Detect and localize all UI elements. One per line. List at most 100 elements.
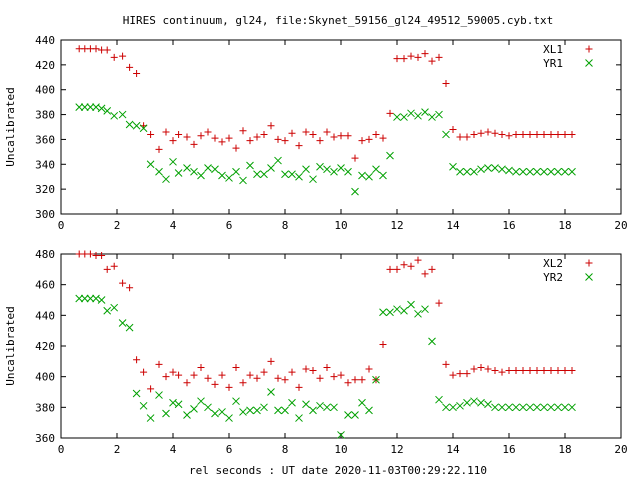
bottom-panel: 0 2 4 6 8 10 12 14 16 18 20 360 380 400 420 440 460 480 U…: [4, 248, 628, 456]
chart-title: HIRES continuum, gl24, file:Skynet_59156…: [123, 14, 553, 27]
yr2-point: [169, 398, 177, 407]
xl1-point: [169, 137, 177, 145]
xl2-point: [98, 252, 106, 260]
yr2-point: [330, 403, 338, 412]
yr2-point: [162, 409, 170, 418]
yr2-point: [428, 337, 436, 346]
x-tick-label: 10: [334, 443, 347, 456]
yr1-point: [365, 172, 373, 181]
xl2-point: [526, 367, 534, 375]
xl2-point: [540, 367, 548, 375]
xl1-point: [477, 129, 485, 137]
yr1-point: [344, 167, 352, 176]
yr2-point: [75, 294, 84, 303]
xl1-point: [491, 129, 499, 137]
xl1-point: [456, 133, 464, 141]
yr2-point: [132, 389, 141, 398]
xl2-point: [183, 379, 191, 387]
yr1-point: [316, 162, 324, 171]
xl2-point: [512, 367, 520, 375]
xl1-point: [428, 57, 436, 65]
x-tick-label: 16: [502, 219, 515, 232]
yr1-point: [309, 175, 317, 184]
yr1-point: [118, 110, 127, 119]
yr1-point: [463, 167, 471, 176]
xl1-point: [218, 138, 226, 146]
xl2-point: [561, 367, 569, 375]
yr1-point: [498, 165, 506, 174]
yr2-point: [421, 305, 429, 314]
xl1-point: [225, 134, 233, 142]
y-tick-label: 420: [35, 59, 55, 72]
y-tick-label: 380: [35, 109, 55, 122]
yr1-point: [568, 167, 576, 176]
yr1-point: [337, 164, 345, 172]
xl1-point: [126, 63, 134, 71]
yr2-point: [435, 395, 443, 404]
yr2-point: [103, 306, 112, 315]
yr2-point: [139, 401, 148, 410]
xl1-point: [344, 132, 352, 140]
yr2-point: [470, 397, 478, 406]
xl1-point: [267, 122, 275, 130]
x-tick-label: 6: [226, 219, 233, 232]
yr2-point: [547, 403, 555, 412]
xl2-point: [505, 367, 513, 375]
legend-marker: [585, 259, 593, 267]
yr1-point: [512, 167, 520, 176]
yr2-point: [554, 403, 562, 412]
yr1-point: [414, 111, 422, 120]
yr1-point: [323, 165, 331, 174]
bottom-plot-frame: [60, 253, 622, 439]
xl1-point: [393, 55, 401, 63]
y-tick-label: 360: [35, 432, 55, 445]
yr1-point: [190, 167, 198, 176]
yr2-point: [379, 308, 387, 317]
xl2-point: [470, 365, 478, 373]
yr1-point: [110, 111, 119, 120]
xl2-point: [435, 299, 443, 307]
xl1-point: [498, 130, 506, 138]
xl1-point: [110, 53, 118, 61]
xl1-point: [414, 53, 422, 61]
xl1-point: [554, 130, 562, 138]
yr2-point: [281, 406, 289, 415]
yr2-point: [190, 405, 198, 413]
xl1-point: [162, 128, 170, 136]
yr2-point: [174, 400, 183, 409]
xl1-point: [211, 134, 219, 142]
xl2-point: [281, 376, 289, 384]
xl2-point: [140, 368, 148, 376]
yr1-point: [162, 175, 170, 184]
yr1-point: [351, 187, 359, 196]
top-y-axis-label: Uncalibrated: [4, 87, 17, 166]
xl2-point: [477, 363, 485, 371]
x-tick-label: 8: [282, 219, 289, 232]
y-tick-label: 460: [35, 279, 55, 292]
yr2-point: [80, 294, 89, 303]
x-tick-label: 12: [390, 443, 403, 456]
yr1-point: [519, 167, 527, 176]
yr1-point: [267, 164, 275, 172]
yr1-point: [386, 151, 394, 160]
xl2-point: [393, 265, 401, 273]
legend-label: XL1: [543, 43, 563, 56]
yr2-point: [505, 403, 513, 412]
xl2-point: [365, 365, 373, 373]
legend-marker: [585, 45, 593, 53]
x-tick-label: 12: [390, 219, 403, 232]
yr2-point: [204, 403, 212, 412]
xl1-point: [512, 130, 520, 138]
yr2-point: [372, 375, 380, 384]
xl1-point: [133, 70, 141, 78]
yr2-point: [295, 414, 303, 422]
y-tick-label: 300: [35, 208, 55, 221]
yr2-point: [183, 411, 191, 419]
xl2-point: [119, 279, 127, 287]
xl2-point: [267, 357, 275, 365]
xl2-point: [568, 367, 576, 375]
xl2-point: [386, 265, 394, 273]
yr1-point: [484, 164, 492, 172]
yr2-point: [449, 403, 457, 412]
